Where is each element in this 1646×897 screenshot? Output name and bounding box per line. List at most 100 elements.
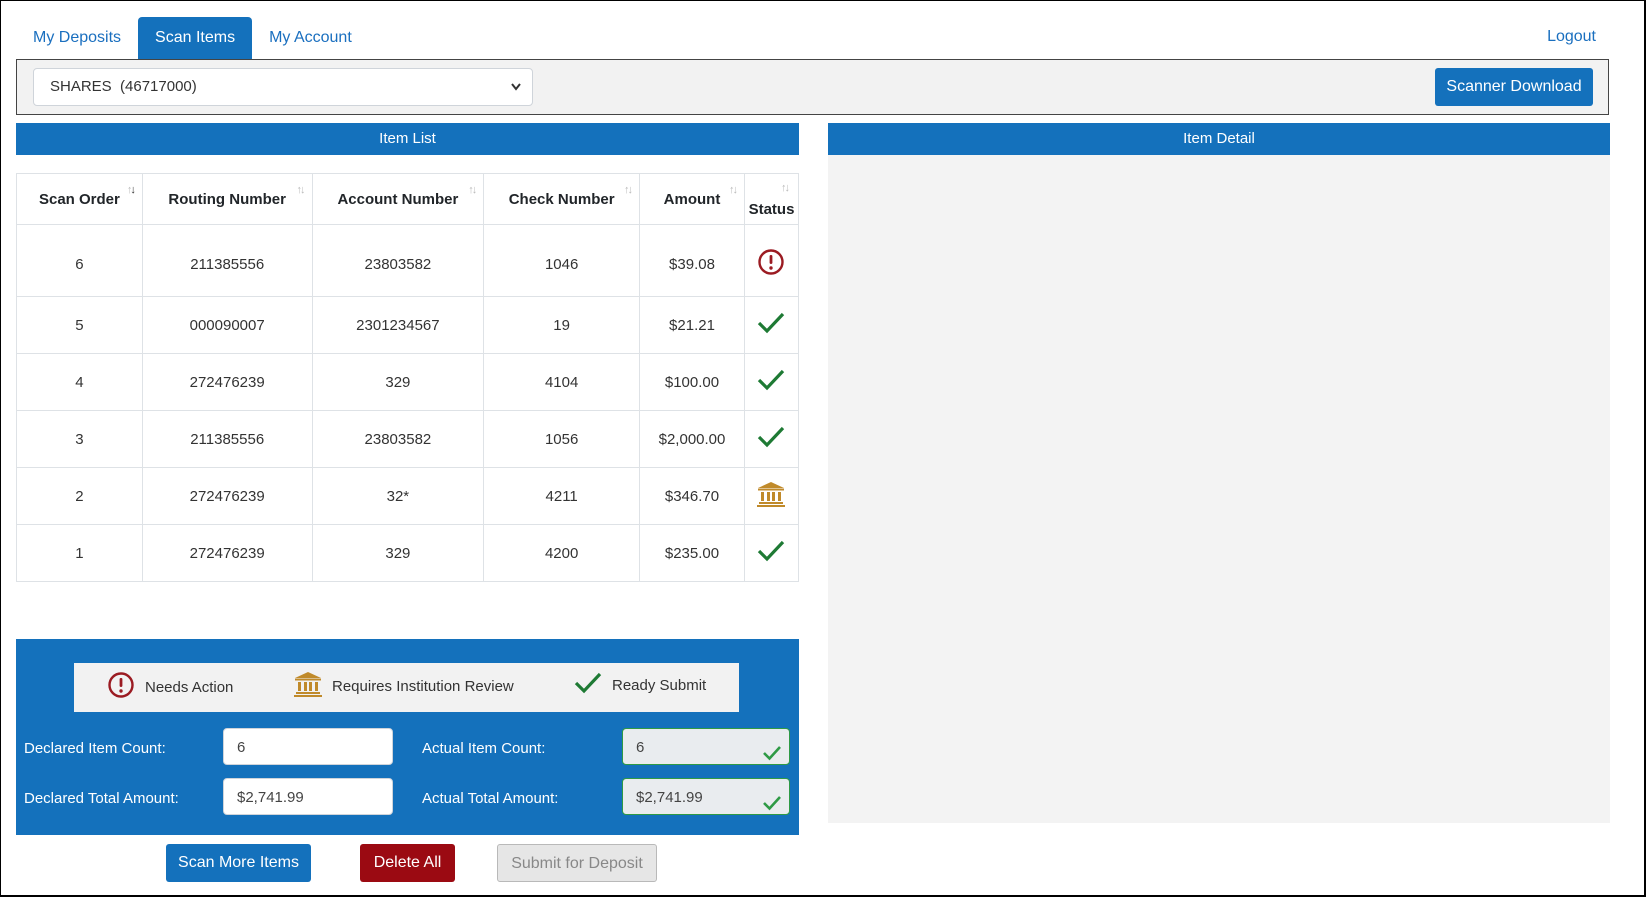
- column-header-label: Routing Number: [168, 190, 286, 208]
- cell-scan-order: 5: [16, 296, 143, 354]
- needs-action-icon: [757, 249, 785, 280]
- declared-count-value: 6: [237, 739, 246, 756]
- cell-account-number: 2301234567: [311, 296, 485, 354]
- column-header-label: Scan Order: [38, 190, 120, 208]
- cell-check-number: 1056: [483, 410, 641, 468]
- cell-status: [743, 296, 800, 354]
- cell-check-number: 4104: [483, 353, 641, 411]
- cell-scan-order: 3: [16, 410, 143, 468]
- sort-icon: ↑↓: [781, 182, 790, 194]
- column-header-account[interactable]: Account Number ↑↓: [311, 173, 485, 225]
- scan-more-items-button[interactable]: Scan More Items: [166, 844, 311, 882]
- cell-scan-order: 1: [16, 524, 143, 582]
- legend-label: Requires Institution Review: [332, 677, 514, 695]
- actual-count-field: 6: [622, 728, 790, 765]
- item-detail-panel: [828, 155, 1610, 823]
- checkmark-icon: [763, 738, 781, 775]
- checkmark-icon: [574, 671, 602, 699]
- items-table: Scan Order ↑↓ Routing Number ↑↓ Account …: [16, 173, 800, 582]
- top-tabs: My Deposits Scan Items My Account: [16, 17, 369, 59]
- cell-scan-order: 2: [16, 467, 143, 525]
- tab-my-account[interactable]: My Account: [269, 29, 352, 46]
- table-row[interactable]: 1 272476239 329 4200 $235.00: [16, 524, 800, 582]
- column-header-label: Status: [748, 201, 795, 218]
- checkmark-icon: [757, 312, 785, 339]
- cell-check-number: 1046: [483, 224, 641, 297]
- bank-icon: [757, 482, 786, 511]
- column-header-status[interactable]: Status ↑↓: [743, 173, 800, 225]
- column-header-routing[interactable]: Routing Number ↑↓: [141, 173, 313, 225]
- checkmark-icon: [757, 369, 785, 396]
- cell-account-number: 32*: [311, 467, 485, 525]
- declared-amount-value: $2,741.99: [237, 789, 304, 806]
- legend-needs-action: Needs Action: [107, 671, 233, 703]
- table-row[interactable]: 4 272476239 329 4104 $100.00: [16, 353, 800, 411]
- account-select[interactable]: SHARES (46717000): [33, 68, 533, 106]
- cell-routing-number: 272476239: [141, 353, 313, 411]
- legend-label: Needs Action: [145, 678, 234, 696]
- sort-icon: ↑↓: [728, 184, 738, 196]
- actual-count-value: 6: [636, 739, 645, 756]
- cell-scan-order: 4: [16, 353, 143, 411]
- cell-check-number: 19: [483, 296, 641, 354]
- sort-icon: ↑↓: [296, 184, 306, 196]
- column-header-scan-order[interactable]: Scan Order ↑↓: [16, 173, 143, 225]
- cell-status: [743, 524, 800, 582]
- sort-desc-icon: ↑↓: [126, 184, 136, 196]
- tab-scan-items[interactable]: Scan Items: [138, 17, 253, 59]
- cell-routing-number: 000090007: [141, 296, 313, 354]
- tab-my-deposits[interactable]: My Deposits: [33, 29, 122, 46]
- table-row[interactable]: 5 000090007 2301234567 19 $21.21: [16, 296, 800, 354]
- table-row[interactable]: 6 211385556 23803582 1046 $39.08: [16, 224, 800, 297]
- cell-status: [743, 224, 800, 297]
- legend-label: Ready Submit: [612, 676, 707, 694]
- sort-icon: ↑↓: [468, 184, 477, 196]
- cell-amount: $39.08: [639, 224, 745, 297]
- bank-icon: [294, 671, 322, 701]
- cell-check-number: 4211: [483, 467, 641, 525]
- table-row[interactable]: 2 272476239 32* 4211 $346.70: [16, 467, 800, 525]
- cell-status: [743, 467, 800, 525]
- cell-check-number: 4200: [483, 524, 641, 582]
- scanner-download-button[interactable]: Scanner Download: [1435, 68, 1593, 106]
- item-list-header: Item List: [16, 123, 799, 155]
- cell-account-number: 329: [311, 524, 485, 582]
- cell-amount: $100.00: [639, 353, 745, 411]
- cell-routing-number: 211385556: [141, 224, 313, 297]
- account-select-value: SHARES (46717000): [50, 78, 197, 95]
- actual-amount-field: $2,741.99: [622, 778, 790, 815]
- declared-amount-input[interactable]: $2,741.99: [223, 778, 393, 815]
- cell-amount: $235.00: [639, 524, 745, 582]
- needs-action-icon: [107, 671, 135, 703]
- table-row[interactable]: 3 211385556 23803582 1056 $2,000.00: [16, 410, 800, 468]
- chevron-down-icon: [510, 69, 522, 119]
- column-header-label: Amount: [663, 190, 721, 208]
- declared-count-input[interactable]: 6: [223, 728, 393, 765]
- item-detail-header: Item Detail: [828, 123, 1610, 155]
- cell-amount: $2,000.00: [639, 410, 745, 468]
- account-toolbar: SHARES (46717000) Scanner Download: [16, 59, 1609, 115]
- legend-review: Requires Institution Review: [294, 671, 514, 701]
- status-legend: Needs Action Requires Institution Review…: [74, 663, 739, 712]
- cell-account-number: 23803582: [311, 410, 485, 468]
- cell-scan-order: 6: [16, 224, 143, 297]
- submit-for-deposit-button[interactable]: Submit for Deposit: [497, 844, 657, 882]
- checkmark-icon: [763, 788, 781, 825]
- column-header-check[interactable]: Check Number ↑↓: [483, 173, 641, 225]
- cell-account-number: 329: [311, 353, 485, 411]
- sort-icon: ↑↓: [624, 184, 633, 196]
- column-header-amount[interactable]: Amount ↑↓: [639, 173, 745, 225]
- cell-amount: $21.21: [639, 296, 745, 354]
- legend-ready: Ready Submit: [574, 671, 706, 699]
- cell-status: [743, 353, 800, 411]
- declared-count-label: Declared Item Count:: [24, 740, 166, 757]
- delete-all-button[interactable]: Delete All: [360, 844, 455, 882]
- cell-amount: $346.70: [639, 467, 745, 525]
- cell-account-number: 23803582: [311, 224, 485, 297]
- checkmark-icon: [757, 426, 785, 453]
- logout-link[interactable]: Logout: [1547, 28, 1596, 45]
- cell-routing-number: 211385556: [141, 410, 313, 468]
- actual-amount-value: $2,741.99: [636, 789, 703, 806]
- cell-routing-number: 272476239: [141, 467, 313, 525]
